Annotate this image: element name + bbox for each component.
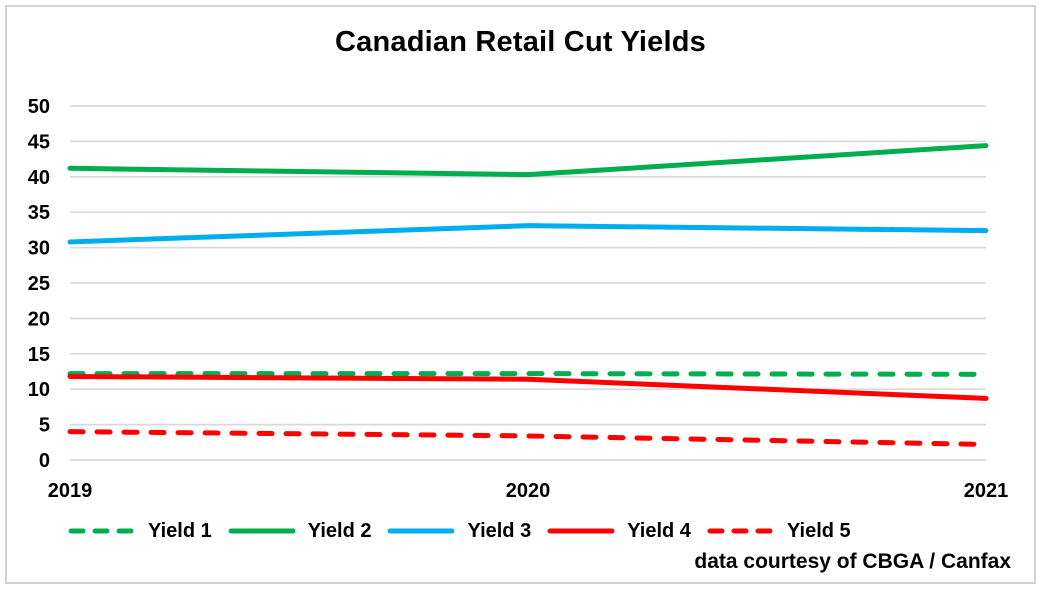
legend-item-yield-2: Yield 2 (228, 520, 378, 543)
series-line-yield-2 (67, 143, 989, 178)
legend-item-yield-3: Yield 3 (387, 520, 537, 543)
y-tick-label-5: 5 (39, 415, 50, 437)
legend-label-yield-4: Yield 4 (627, 519, 691, 542)
legend-swatch-yield-2-solid-line (228, 528, 296, 534)
series-line-yield-4 (67, 373, 989, 401)
legend-item-yield-4: Yield 4 (547, 520, 697, 543)
legend-item-yield-5: Yield 5 (707, 520, 857, 543)
y-tick-label-20: 20 (28, 308, 50, 330)
chart-title: Canadian Retail Cut Yields (334, 26, 706, 58)
y-tick-label-0: 0 (39, 450, 50, 472)
legend-label-yield-1: Yield 1 (148, 519, 212, 542)
y-tick-label-25: 25 (28, 273, 50, 295)
legend-item-yield-1: Yield 1 (68, 520, 218, 543)
legend-swatch-yield-1-dashed-line (68, 528, 136, 534)
x-tick-label-2020: 2020 (506, 480, 551, 502)
legend-swatch-yield-4-solid-line (547, 528, 615, 534)
x-tick-label-2019: 2019 (48, 480, 93, 502)
chart-legend: Yield 1 Yield 2 Yield 3 Yield 4 Yield 5 (68, 517, 867, 545)
y-tick-label-45: 45 (28, 131, 50, 153)
y-tick-label-15: 15 (28, 344, 50, 366)
legend-label-yield-3: Yield 3 (467, 519, 532, 542)
legend-label-yield-5: Yield 5 (786, 519, 851, 542)
series-line-yield-5 (67, 429, 989, 447)
y-tick-label-10: 10 (28, 379, 50, 401)
y-tick-label-35: 35 (28, 202, 50, 224)
legend-label-yield-2: Yield 2 (307, 519, 372, 542)
data-courtesy-note: data courtesy of CBGA / Canfax (694, 550, 1011, 573)
series-line-yield-3 (67, 223, 989, 245)
series-line-yield-1 (67, 371, 989, 377)
y-tick-label-50: 50 (28, 96, 50, 118)
y-tick-label-40: 40 (28, 167, 50, 189)
x-tick-label-2021: 2021 (964, 480, 1009, 502)
legend-swatch-yield-5-dashed-line (707, 528, 775, 534)
legend-swatch-yield-3-solid-line (387, 528, 455, 534)
y-tick-label-30: 30 (28, 238, 50, 260)
